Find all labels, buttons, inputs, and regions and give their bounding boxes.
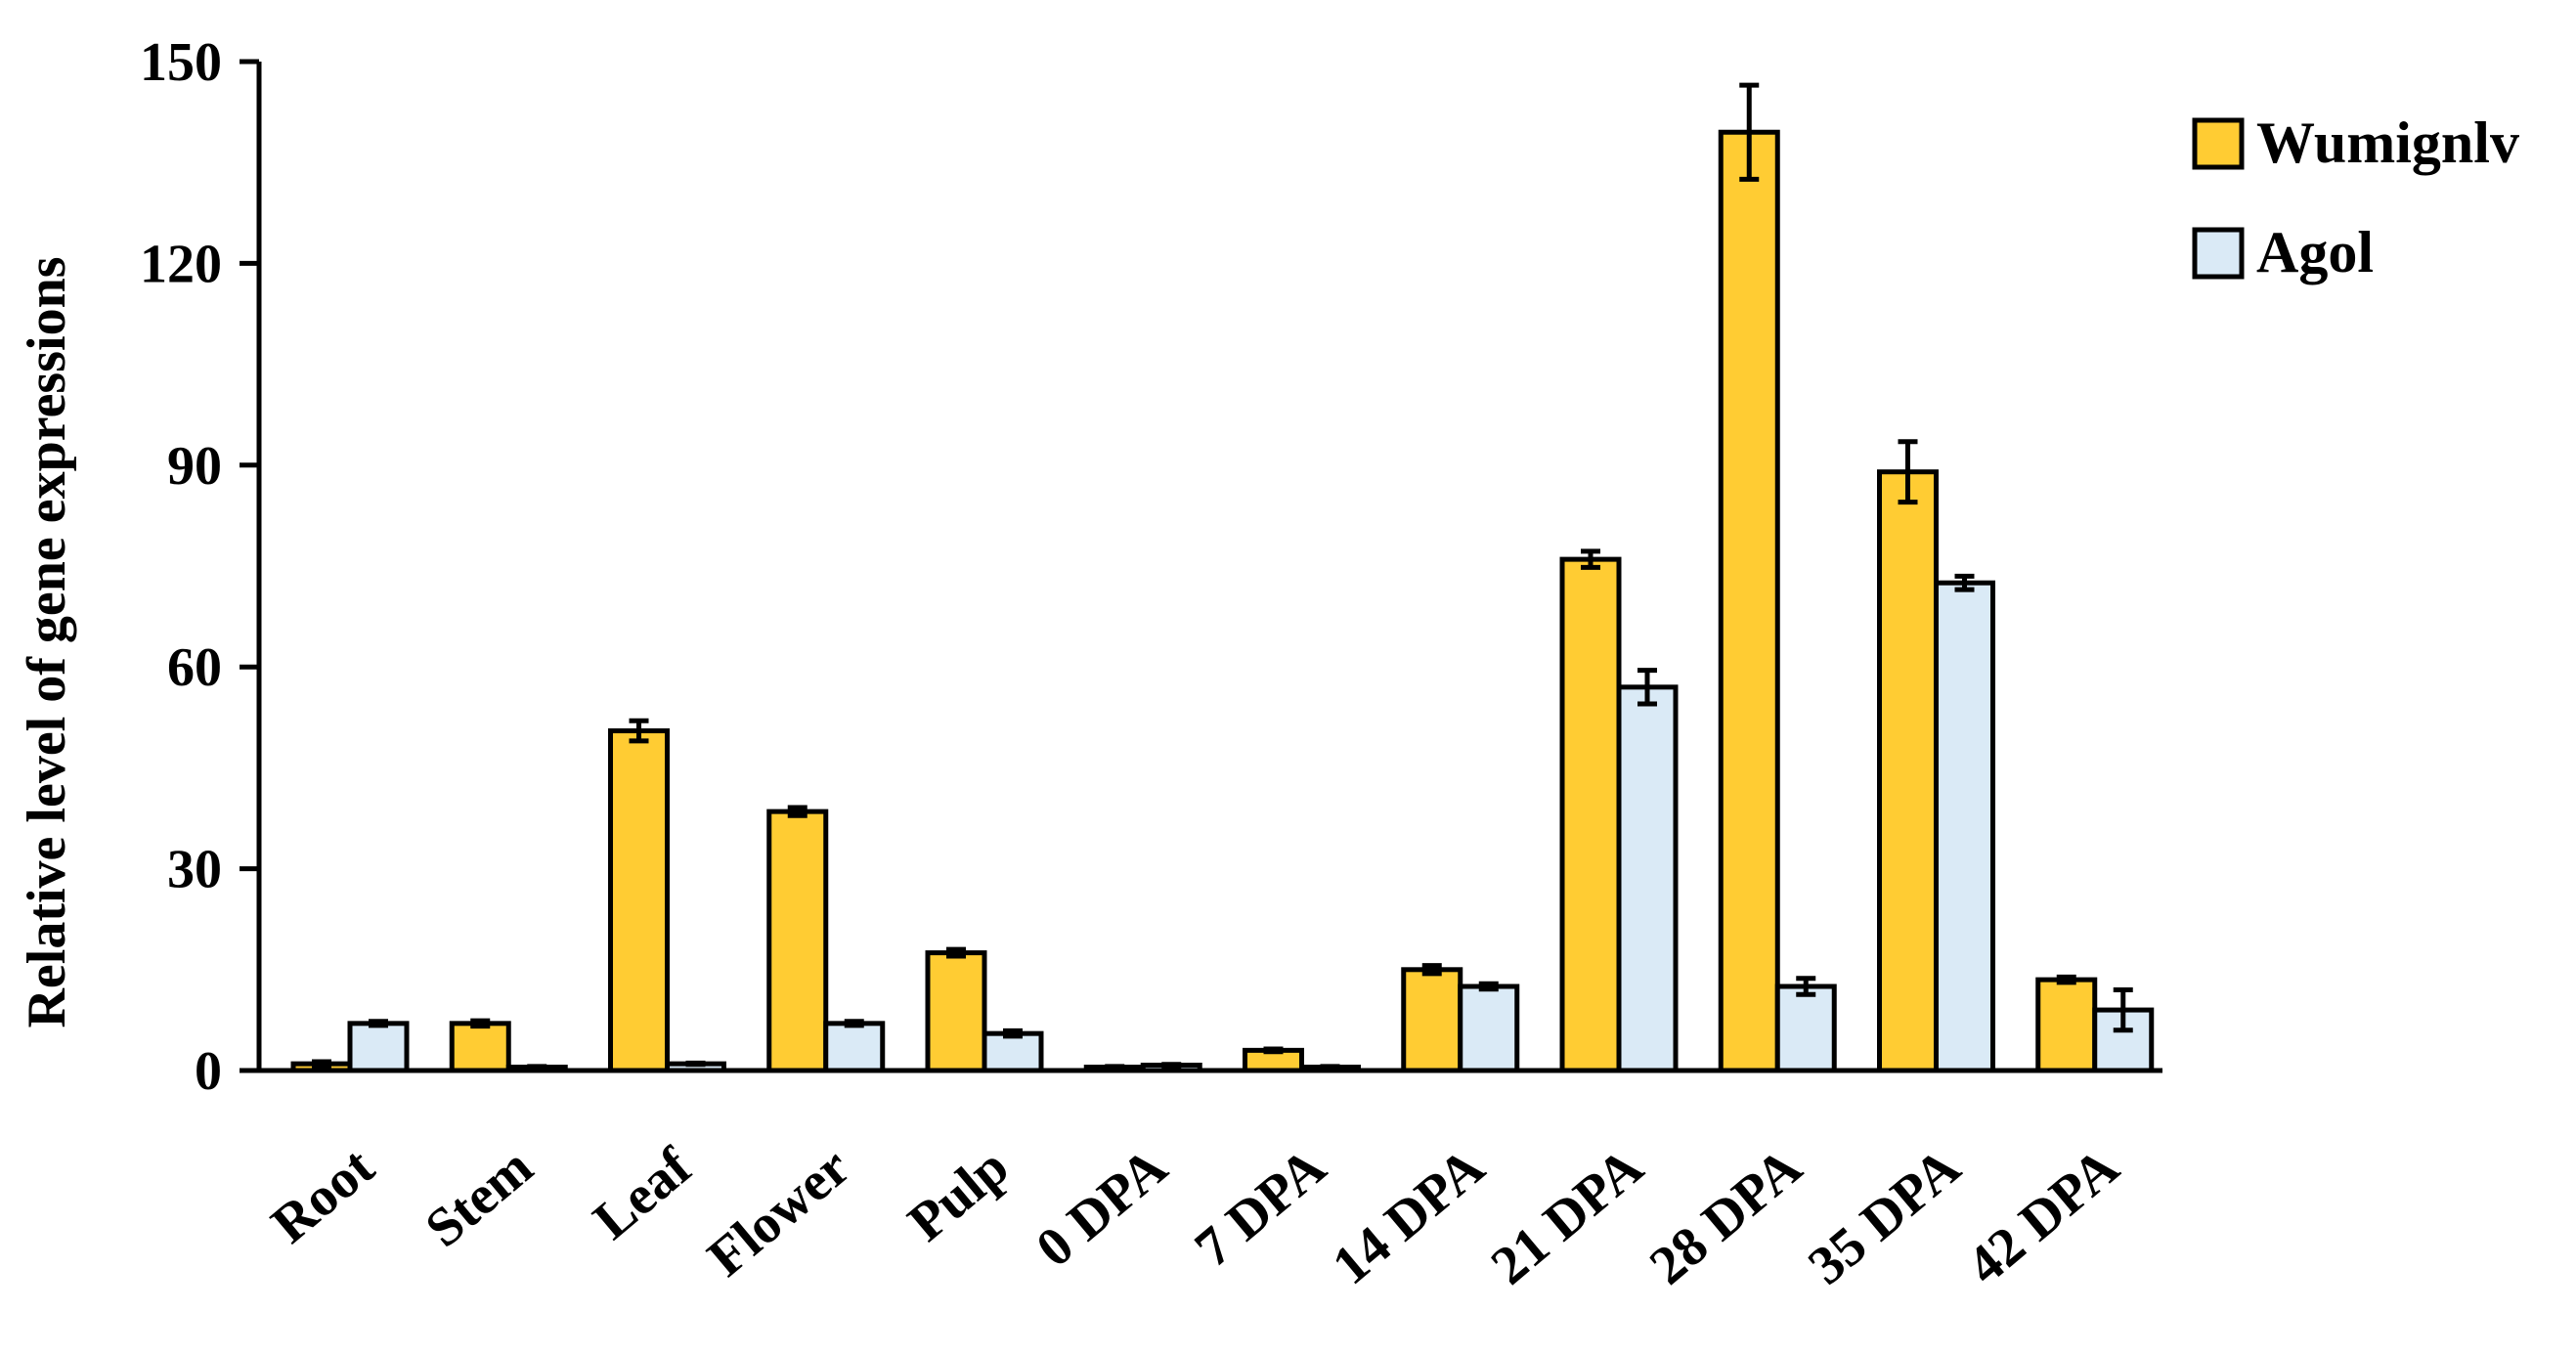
- x-category-label: Leaf: [583, 1136, 704, 1251]
- error-bar-wumignlv-stem: [470, 1018, 491, 1029]
- error-bar-agol-7-dpa: [1320, 1064, 1340, 1071]
- error-bar-agol-flower: [844, 1019, 864, 1028]
- error-bar-agol-leaf: [685, 1060, 706, 1068]
- y-tick-label: 90: [167, 436, 222, 497]
- legend-label-agol: Agol: [2256, 220, 2374, 284]
- legend-label-wumignlv: Wumignlv: [2256, 110, 2519, 175]
- error-bar-wumignlv-7-dpa: [1263, 1046, 1284, 1055]
- error-bar-agol-root: [369, 1019, 388, 1028]
- bar-wumignlv-42-dpa: [2035, 977, 2098, 1073]
- bar-agol-35-dpa: [1934, 580, 1995, 1073]
- y-tick-label: 150: [140, 32, 222, 93]
- error-bar-wumignlv-28-dpa: [1739, 82, 1760, 182]
- x-category-label: 0 DPA: [1026, 1136, 1179, 1279]
- error-bar-agol-21-dpa: [1637, 668, 1657, 707]
- x-category-label: 7 DPA: [1184, 1136, 1337, 1279]
- y-tick-label: 120: [140, 234, 222, 294]
- bar-wumignlv-leaf: [608, 728, 670, 1073]
- x-category-label: 21 DPA: [1480, 1136, 1655, 1296]
- bar-agol-flower: [823, 1021, 886, 1073]
- error-bar-wumignlv-35-dpa: [1898, 439, 1918, 505]
- y-ticks: 0 30 60 90 120 150: [140, 32, 259, 1102]
- bar-wumignlv-stem: [449, 1021, 511, 1073]
- x-category-label: Stem: [415, 1136, 545, 1258]
- error-bar-wumignlv-flower: [787, 805, 808, 818]
- y-tick-label: 0: [195, 1041, 222, 1102]
- x-category-label: 28 DPA: [1638, 1136, 1813, 1296]
- x-category-label: 42 DPA: [1956, 1136, 2131, 1296]
- x-category-label: Flower: [697, 1136, 861, 1288]
- bar-wumignlv-flower: [766, 809, 829, 1073]
- bars-layer: [290, 82, 2155, 1073]
- error-bar-agol-35-dpa: [1954, 573, 1975, 592]
- legend-swatch-wumignlv: [2192, 117, 2245, 170]
- error-bar-wumignlv-0-dpa: [1105, 1064, 1125, 1071]
- error-bar-wumignlv-14-dpa: [1421, 963, 1442, 977]
- bar-agol-root: [347, 1021, 410, 1073]
- error-bar-agol-42-dpa: [2113, 986, 2133, 1033]
- bar-wumignlv-35-dpa: [1877, 469, 1939, 1073]
- bar-wumignlv-28-dpa: [1718, 129, 1780, 1073]
- error-bar-agol-28-dpa: [1796, 976, 1816, 997]
- y-tick-label: 60: [167, 637, 222, 698]
- x-category-label: Pulp: [897, 1136, 1021, 1253]
- bar-agol-21-dpa: [1616, 684, 1679, 1073]
- bar-wumignlv-14-dpa: [1401, 967, 1463, 1073]
- legend-swatch-agol: [2192, 227, 2245, 280]
- error-bar-wumignlv-root: [312, 1059, 331, 1069]
- x-category-label: Root: [260, 1136, 385, 1255]
- error-bar-agol-pulp: [1003, 1027, 1023, 1039]
- error-bar-agol-0-dpa: [1161, 1062, 1182, 1069]
- bar-agol-14-dpa: [1458, 983, 1520, 1073]
- legend: Wumignlv Agol: [2192, 110, 2519, 284]
- error-bar-wumignlv-pulp: [946, 946, 966, 959]
- bar-agol-28-dpa: [1774, 983, 1837, 1073]
- error-bar-agol-14-dpa: [1478, 981, 1499, 992]
- x-category-label: 14 DPA: [1322, 1136, 1497, 1296]
- bar-agol-pulp: [982, 1030, 1044, 1073]
- bar-wumignlv-pulp: [925, 950, 987, 1073]
- axes-layer: [256, 62, 2162, 1073]
- y-axis-title: Relative level of gene expressions: [17, 256, 77, 1027]
- error-bar-wumignlv-42-dpa: [2056, 974, 2076, 985]
- bar-wumignlv-21-dpa: [1559, 556, 1622, 1073]
- error-bar-wumignlv-leaf: [629, 718, 649, 744]
- x-category-label: 35 DPA: [1797, 1136, 1972, 1296]
- y-tick-label: 30: [167, 840, 222, 900]
- error-bar-agol-stem: [527, 1064, 547, 1071]
- error-bar-wumignlv-21-dpa: [1581, 548, 1600, 570]
